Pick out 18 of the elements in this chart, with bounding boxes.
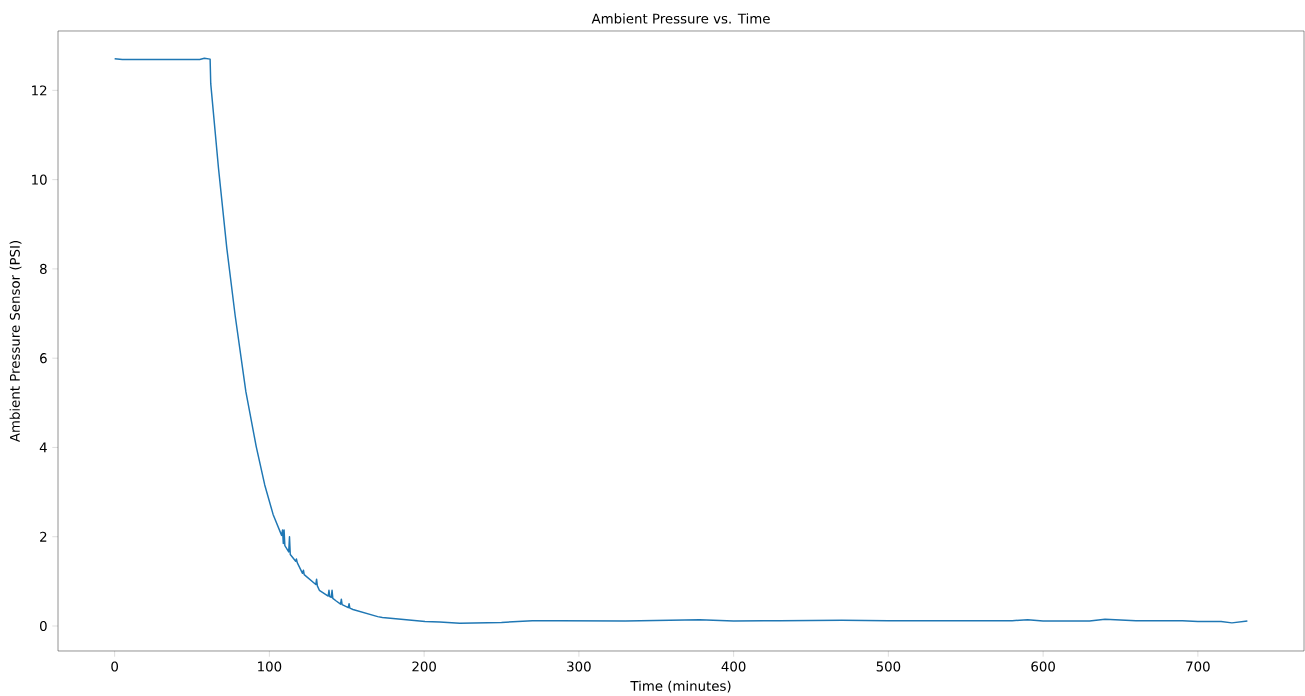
- y-tick-label: 6: [40, 353, 47, 364]
- x-tick-label: 100: [258, 661, 282, 672]
- x-tick-label: 500: [876, 661, 901, 672]
- x-axis-title: Time (minutes): [630, 680, 731, 693]
- x-tick-label: 400: [721, 661, 746, 672]
- y-axis-title: Ambient Pressure Sensor (PSI): [9, 240, 22, 443]
- chart-title: Ambient Pressure vs. Time: [591, 13, 770, 24]
- x-tick-label: 200: [412, 661, 436, 672]
- x-tick-label: 0: [111, 661, 119, 672]
- y-tick-label: 10: [32, 174, 47, 185]
- y-tick-label: 2: [40, 531, 47, 542]
- y-tick-label: 12: [32, 85, 47, 96]
- y-tick-label: 4: [39, 442, 47, 453]
- y-tick-label: 8: [40, 263, 47, 274]
- x-tick-label: 700: [1186, 661, 1210, 672]
- x-tick-label: 600: [1031, 661, 1055, 672]
- y-tick-label: 0: [39, 620, 47, 632]
- x-tick-label: 300: [567, 661, 591, 672]
